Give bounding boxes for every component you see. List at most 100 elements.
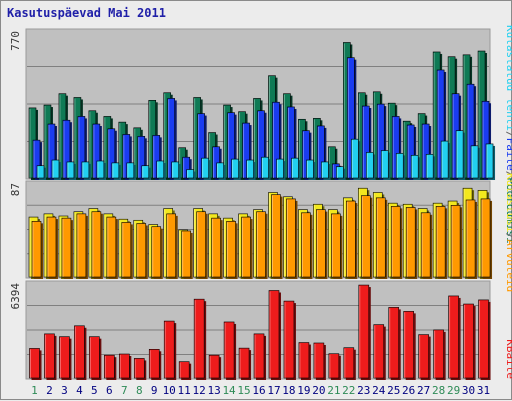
bar-top-s2-day-1 — [32, 139, 42, 180]
bar-middle-s2-day-19 — [301, 212, 313, 279]
bar-middle-s2-day-24 — [375, 197, 388, 279]
bar-top-s2-day-14 — [227, 112, 237, 180]
bar-top-s2-day-16 — [257, 110, 267, 180]
bar-bottom-s1-day-25 — [388, 307, 401, 380]
bar-top-s2-day-24 — [376, 103, 387, 180]
bar-top-s2-day-31 — [481, 100, 492, 180]
x-tick-label-21: 21 — [327, 384, 340, 397]
bar-middle-s2-day-16 — [256, 211, 268, 279]
ymax-label-middle: 87 — [9, 183, 22, 196]
bar-top-s2-day-18 — [287, 106, 297, 180]
x-tick-label-25: 25 — [387, 384, 400, 397]
x-tick-label-30: 30 — [462, 384, 475, 397]
legend-top-part-3: Faile — [504, 138, 512, 171]
x-tick-label-16: 16 — [252, 384, 265, 397]
bar-bottom-s1-day-11 — [178, 361, 192, 380]
bar-top-s2-day-19 — [302, 130, 312, 180]
bar-top-s3-day-31 — [485, 143, 496, 180]
bar-top-s3-day-29 — [455, 130, 466, 180]
bar-bottom-s1-day-13 — [208, 354, 222, 380]
x-tick-label-6: 6 — [106, 384, 113, 397]
bar-middle-s2-day-13 — [211, 217, 223, 279]
bar-bottom-s1-day-23 — [358, 284, 371, 380]
bar-bottom-s1-day-7 — [119, 353, 132, 380]
bar-top-s2-day-3 — [62, 119, 72, 180]
bar-top-s3-day-24 — [380, 150, 391, 180]
x-tick-label-28: 28 — [432, 384, 445, 397]
bar-middle-s2-day-12 — [196, 211, 208, 279]
bar-top-s3-day-13 — [216, 162, 226, 180]
x-tick-label-20: 20 — [312, 384, 325, 397]
bar-top-s3-day-19 — [306, 159, 316, 180]
bar-bottom-s1-day-10 — [163, 320, 177, 380]
panel-middle: 87 — [9, 180, 493, 279]
bar-bottom-s1-day-3 — [59, 336, 72, 380]
bar-bottom-s1-day-20 — [313, 342, 326, 380]
legend-middle-part-3: Arvuteid — [504, 239, 512, 292]
bar-middle-s2-day-30 — [465, 199, 478, 279]
bar-top-s3-day-17 — [276, 158, 286, 180]
bar-top-s2-day-10 — [167, 98, 177, 180]
legend-middle: Külastusi/Arvuteid — [504, 173, 512, 292]
bar-top-s2-day-22 — [347, 57, 357, 180]
bar-bottom-s1-day-12 — [193, 298, 207, 380]
bar-middle-s2-day-2 — [46, 216, 58, 279]
panel-top: 770 — [9, 28, 496, 181]
bar-bottom-s1-day-31 — [478, 299, 491, 380]
bar-middle-s2-day-7 — [121, 222, 133, 279]
bar-top-s3-day-12 — [201, 157, 211, 180]
bar-top-s3-day-27 — [425, 154, 436, 180]
bar-top-s2-day-30 — [466, 83, 477, 180]
bar-top-s3-day-1 — [36, 165, 46, 180]
bar-top-s2-day-27 — [421, 123, 432, 180]
x-tick-label-23: 23 — [357, 384, 370, 397]
x-tick-label-10: 10 — [163, 384, 176, 397]
x-tick-label-24: 24 — [372, 384, 386, 397]
legend-middle-part-2: / — [504, 233, 512, 240]
bar-top-s3-day-30 — [470, 145, 481, 180]
bar-top-s2-day-25 — [391, 116, 402, 180]
bar-bottom-s1-day-8 — [133, 358, 147, 380]
bar-top-s3-day-25 — [395, 153, 406, 180]
x-tick-label-31: 31 — [477, 384, 490, 397]
bar-middle-s2-day-17 — [271, 194, 283, 279]
bar-bottom-s1-day-28 — [433, 329, 446, 380]
ymax-label-top: 770 — [9, 31, 22, 51]
bar-bottom-s1-day-1 — [29, 348, 42, 380]
bar-top-s3-day-14 — [231, 158, 241, 180]
bar-top-s3-day-26 — [410, 154, 421, 180]
x-tick-label-11: 11 — [178, 384, 191, 397]
chart-title: Kasutuspäevad Mai 2011 — [7, 6, 166, 20]
bar-top-s3-day-4 — [81, 161, 91, 180]
bar-bottom-s1-day-17 — [268, 290, 281, 380]
legend-bottom: KBaite — [504, 339, 512, 379]
bar-top-s3-day-6 — [111, 162, 121, 180]
bar-top-s3-day-5 — [96, 160, 106, 180]
legend-bottom-part-1: KBaite — [504, 339, 512, 379]
x-tick-label-14: 14 — [222, 384, 236, 397]
bar-top-s2-day-17 — [272, 101, 282, 180]
bar-top-s3-day-23 — [365, 152, 376, 180]
bar-middle-s2-day-15 — [241, 216, 253, 279]
bar-middle-s2-day-23 — [360, 195, 373, 279]
bar-top-s2-day-12 — [197, 113, 207, 180]
bar-top-s3-day-11 — [186, 169, 196, 180]
bar-top-s3-day-18 — [291, 157, 301, 180]
legend-top-part-5: Pöördumisi — [504, 177, 512, 243]
bar-top-s2-day-4 — [77, 116, 87, 180]
bar-top-s3-day-2 — [51, 159, 61, 180]
bar-middle-s2-day-4 — [76, 213, 88, 279]
bar-bottom-s1-day-14 — [223, 321, 237, 380]
bar-bottom-s1-day-6 — [104, 354, 117, 380]
x-tick-label-1: 1 — [31, 384, 38, 397]
bar-bottom-s1-day-29 — [448, 295, 461, 380]
bar-middle-s2-day-25 — [390, 206, 403, 279]
bar-middle-s2-day-29 — [450, 205, 463, 279]
x-tick-label-15: 15 — [237, 384, 250, 397]
bar-bottom-s1-day-4 — [74, 325, 87, 380]
bar-bottom-s1-day-2 — [44, 333, 57, 380]
bar-top-s3-day-8 — [141, 165, 151, 180]
legend-top-part-4: / — [504, 171, 512, 178]
